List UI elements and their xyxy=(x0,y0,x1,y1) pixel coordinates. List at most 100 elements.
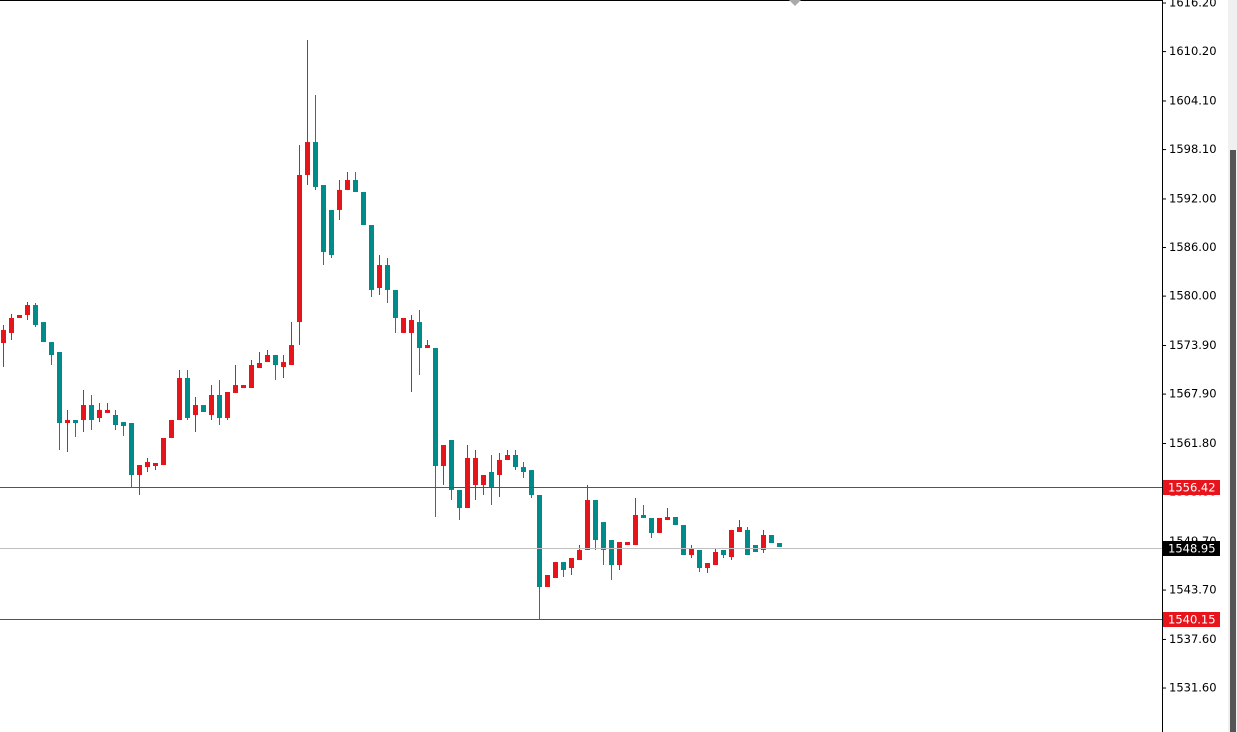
candle-body xyxy=(569,557,574,569)
candle-body xyxy=(161,437,166,466)
price-level-label: 1540.15 xyxy=(1168,613,1216,627)
candle-body xyxy=(305,142,310,175)
y-tick-label: 1598.10 xyxy=(1169,142,1217,156)
candle-body xyxy=(665,517,670,521)
plot-area xyxy=(0,40,1162,620)
candle-body xyxy=(585,500,590,550)
candle-body xyxy=(721,549,726,555)
candle-body xyxy=(329,209,334,255)
candle-body xyxy=(729,529,734,558)
candle-body xyxy=(9,317,14,333)
candle-body xyxy=(441,445,446,467)
candle-body xyxy=(57,351,62,424)
candle-body xyxy=(41,322,46,343)
candle-body xyxy=(601,522,606,550)
y-tick-label: 1580.00 xyxy=(1169,289,1217,303)
candle-body xyxy=(257,363,262,369)
candle-body xyxy=(417,322,422,349)
candle-body xyxy=(777,543,782,547)
candle-body xyxy=(457,489,462,509)
candle-body xyxy=(137,465,142,475)
candle-body xyxy=(177,377,182,421)
candle-body xyxy=(113,414,118,426)
candle-body xyxy=(321,185,326,252)
candle-body xyxy=(17,314,22,318)
y-tick-label: 1616.20 xyxy=(1169,0,1217,9)
candle-body xyxy=(121,422,126,427)
price-level-badge xyxy=(1163,612,1220,627)
candle-body xyxy=(745,529,750,555)
candle-body xyxy=(761,534,766,550)
price-level-label: 1548.95 xyxy=(1168,542,1216,556)
candle-body xyxy=(169,420,174,438)
candle-body xyxy=(201,405,206,412)
candle-body xyxy=(233,385,238,393)
candle-body xyxy=(641,514,646,518)
candle-body xyxy=(633,514,638,546)
candle-body xyxy=(73,420,78,424)
candle-body xyxy=(49,342,54,355)
candle-body xyxy=(577,549,582,561)
y-tick-label: 1610.20 xyxy=(1169,44,1217,58)
candle-body xyxy=(97,409,102,418)
candle-body xyxy=(625,542,630,546)
candle-body xyxy=(193,405,198,415)
candle-body xyxy=(353,180,358,192)
candle-body xyxy=(737,527,742,532)
candle-body xyxy=(289,345,294,366)
candle-body xyxy=(401,317,406,333)
candle-body xyxy=(209,394,214,415)
y-tick-label: 1586.00 xyxy=(1169,240,1217,254)
candle-body xyxy=(33,305,38,326)
candle-body xyxy=(25,305,30,315)
candle-body xyxy=(105,409,110,413)
candle-body xyxy=(681,525,686,555)
scrollbar-thumb[interactable] xyxy=(1230,150,1236,732)
y-tick-label: 1543.70 xyxy=(1169,583,1217,597)
candle-body xyxy=(609,540,614,566)
candle-body xyxy=(593,500,598,541)
price-level-label: 1556.42 xyxy=(1168,481,1216,495)
candle-body xyxy=(153,463,158,467)
y-tick-label: 1531.60 xyxy=(1169,681,1217,695)
candle-body xyxy=(337,189,342,210)
candle-body xyxy=(145,462,150,468)
candle-body xyxy=(489,471,494,487)
candle-body xyxy=(769,534,774,544)
candle-body xyxy=(521,467,526,472)
candle-body xyxy=(217,394,222,418)
candle-body xyxy=(81,405,86,421)
candle-body xyxy=(409,320,414,333)
candle-body xyxy=(481,474,486,486)
candle-body xyxy=(617,542,622,566)
candle-body xyxy=(505,454,510,461)
candle-body xyxy=(361,191,366,226)
candle-body xyxy=(185,377,190,418)
candle-body xyxy=(265,354,270,363)
candle-body xyxy=(1,329,6,344)
candle-body xyxy=(497,460,502,475)
candle-body xyxy=(449,440,454,490)
y-tick-label: 1537.60 xyxy=(1169,632,1217,646)
candle-body xyxy=(649,517,654,533)
candle-body xyxy=(513,454,518,468)
candle-body xyxy=(465,457,470,509)
candle-body xyxy=(537,494,542,587)
candle-body xyxy=(313,142,318,187)
candle-body xyxy=(689,548,694,555)
shift-marker xyxy=(789,0,801,6)
y-tick-label: 1561.80 xyxy=(1169,436,1217,450)
candle-body xyxy=(425,345,430,349)
candle-body xyxy=(249,365,254,389)
candle-body xyxy=(433,348,438,467)
candle-body xyxy=(657,517,662,533)
price-level-badge xyxy=(1163,480,1220,495)
candle-body xyxy=(561,562,566,570)
candle-body xyxy=(369,225,374,290)
y-tick-label: 1604.10 xyxy=(1169,93,1217,107)
candle-body xyxy=(281,362,286,367)
candle-body xyxy=(89,405,94,421)
candle-body xyxy=(225,391,230,418)
